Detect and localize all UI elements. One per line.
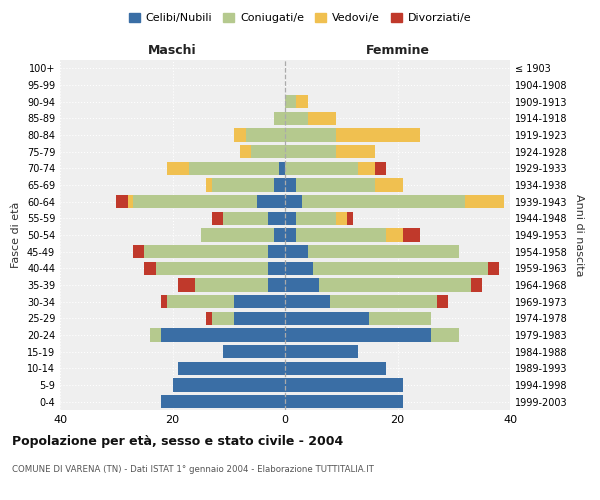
Bar [240, 145, 251, 158]
Bar [375, 178, 403, 192]
Bar [128, 195, 133, 208]
Bar [431, 328, 460, 342]
Bar [235, 295, 285, 308]
Bar [235, 312, 285, 325]
Bar [223, 212, 268, 225]
Bar [116, 195, 128, 208]
Bar [335, 212, 347, 225]
Bar [285, 295, 330, 308]
Bar [190, 162, 280, 175]
Bar [206, 312, 212, 325]
Bar [437, 295, 448, 308]
Bar [285, 178, 296, 192]
Bar [161, 395, 285, 408]
Bar [386, 228, 403, 241]
Bar [358, 162, 375, 175]
Bar [330, 295, 437, 308]
Bar [296, 212, 335, 225]
Bar [268, 262, 285, 275]
Bar [296, 178, 375, 192]
Bar [285, 128, 335, 141]
Bar [206, 178, 212, 192]
Bar [257, 195, 285, 208]
Bar [308, 245, 460, 258]
Bar [145, 245, 268, 258]
Bar [178, 362, 285, 375]
Bar [274, 228, 285, 241]
Bar [285, 112, 308, 125]
Text: COMUNE DI VARENA (TN) - Dati ISTAT 1° gennaio 2004 - Elaborazione TUTTITALIA.IT: COMUNE DI VARENA (TN) - Dati ISTAT 1° ge… [12, 465, 374, 474]
Bar [285, 395, 403, 408]
Bar [195, 278, 268, 291]
Bar [245, 128, 285, 141]
Bar [268, 245, 285, 258]
Bar [285, 162, 358, 175]
Bar [285, 262, 313, 275]
Bar [296, 228, 386, 241]
Bar [313, 262, 487, 275]
Bar [251, 145, 285, 158]
Bar [285, 278, 319, 291]
Y-axis label: Anni di nascita: Anni di nascita [574, 194, 584, 276]
Bar [161, 295, 167, 308]
Bar [155, 262, 268, 275]
Bar [200, 228, 274, 241]
Bar [285, 95, 296, 108]
Bar [285, 228, 296, 241]
Bar [268, 212, 285, 225]
Bar [285, 195, 302, 208]
Bar [178, 278, 195, 291]
Bar [296, 95, 308, 108]
Bar [285, 145, 335, 158]
Bar [285, 328, 431, 342]
Bar [487, 262, 499, 275]
Bar [308, 112, 335, 125]
Bar [465, 195, 505, 208]
Bar [167, 295, 235, 308]
Bar [335, 128, 420, 141]
Bar [285, 378, 403, 392]
Bar [268, 278, 285, 291]
Bar [223, 345, 285, 358]
Bar [133, 195, 257, 208]
Bar [285, 345, 358, 358]
Bar [167, 162, 190, 175]
Text: Popolazione per età, sesso e stato civile - 2004: Popolazione per età, sesso e stato civil… [12, 435, 343, 448]
Bar [212, 178, 274, 192]
Bar [150, 328, 161, 342]
Bar [235, 128, 245, 141]
Legend: Celibi/Nubili, Coniugati/e, Vedovi/e, Divorziati/e: Celibi/Nubili, Coniugati/e, Vedovi/e, Di… [124, 8, 476, 28]
Bar [319, 278, 470, 291]
Bar [347, 212, 353, 225]
Bar [285, 245, 308, 258]
Bar [173, 378, 285, 392]
Bar [285, 312, 370, 325]
Bar [302, 195, 465, 208]
Bar [470, 278, 482, 291]
Bar [161, 328, 285, 342]
Bar [285, 362, 386, 375]
Bar [285, 212, 296, 225]
Bar [403, 228, 420, 241]
Bar [212, 312, 235, 325]
Bar [280, 162, 285, 175]
Bar [274, 112, 285, 125]
Y-axis label: Fasce di età: Fasce di età [11, 202, 21, 268]
Bar [370, 312, 431, 325]
Text: Femmine: Femmine [365, 44, 430, 57]
Bar [335, 145, 375, 158]
Bar [212, 212, 223, 225]
Bar [145, 262, 155, 275]
Bar [274, 178, 285, 192]
Bar [375, 162, 386, 175]
Text: Maschi: Maschi [148, 44, 197, 57]
Bar [133, 245, 145, 258]
